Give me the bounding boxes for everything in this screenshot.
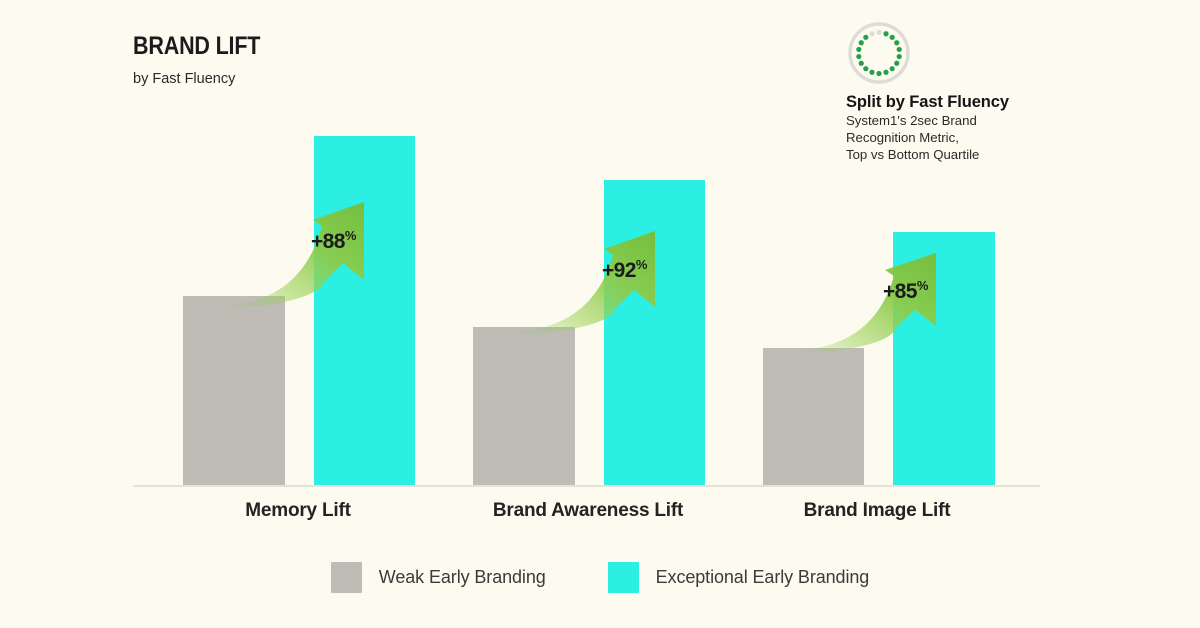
legend-label-exceptional-early-branding: Exceptional Early Branding: [655, 567, 870, 587]
legend-swatch-gray: [330, 562, 362, 593]
bar-weak-memory-lift[interactable]: [183, 296, 285, 485]
lift-value-brand-awareness-lift: +92%: [602, 257, 648, 282]
category-label-memory-lift: Memory Lift: [245, 500, 351, 521]
lift-value-brand-image-lift: +85%: [883, 278, 929, 303]
split-heading: Split by Fast Fluency: [846, 93, 1009, 111]
split-description-line-2: Recognition Metric,: [846, 130, 959, 146]
category-label-brand-awareness-lift: Brand Awareness Lift: [492, 500, 684, 521]
bar-strong-brand-awareness-lift[interactable]: [604, 180, 705, 485]
split-description: System1's 2sec Brand Recognition Metric,…: [846, 113, 1096, 164]
page-title: BRAND LIFT: [133, 32, 261, 60]
legend-item-weak-early-branding[interactable]: Weak Early Branding: [330, 562, 546, 593]
chart-legend: Weak Early Branding Exceptional Early Br…: [0, 562, 1200, 593]
lift-arrow-brand-image-lift[interactable]: +85%: [800, 250, 950, 353]
legend-item-exceptional-early-branding[interactable]: Exceptional Early Branding: [607, 562, 870, 593]
x-axis-baseline: [133, 485, 1040, 487]
bar-weak-brand-image-lift[interactable]: [763, 348, 864, 485]
fast-fluency-logo-icon: [848, 22, 910, 84]
bar-strong-memory-lift[interactable]: [314, 136, 415, 485]
category-label-brand-image-lift: Brand Image Lift: [803, 500, 951, 521]
lift-arrow-brand-awareness-lift[interactable]: +92%: [519, 228, 669, 334]
lift-arrow-memory-lift[interactable]: +88%: [228, 198, 378, 308]
page-subtitle: by Fast Fluency: [133, 71, 236, 87]
bar-weak-brand-awareness-lift[interactable]: [473, 327, 575, 485]
legend-label-weak-early-branding: Weak Early Branding: [378, 567, 546, 587]
legend-swatch-cyan: [607, 562, 639, 593]
split-description-line-3: Top vs Bottom Quartile: [846, 147, 980, 163]
title-block: BRAND LIFT by Fast Fluency: [133, 34, 281, 87]
split-description-line-1: System1's 2sec Brand: [846, 113, 977, 129]
lift-value-memory-lift: +88%: [311, 228, 357, 253]
split-annotation-panel: Split by Fast Fluency System1's 2sec Bra…: [846, 22, 1096, 164]
